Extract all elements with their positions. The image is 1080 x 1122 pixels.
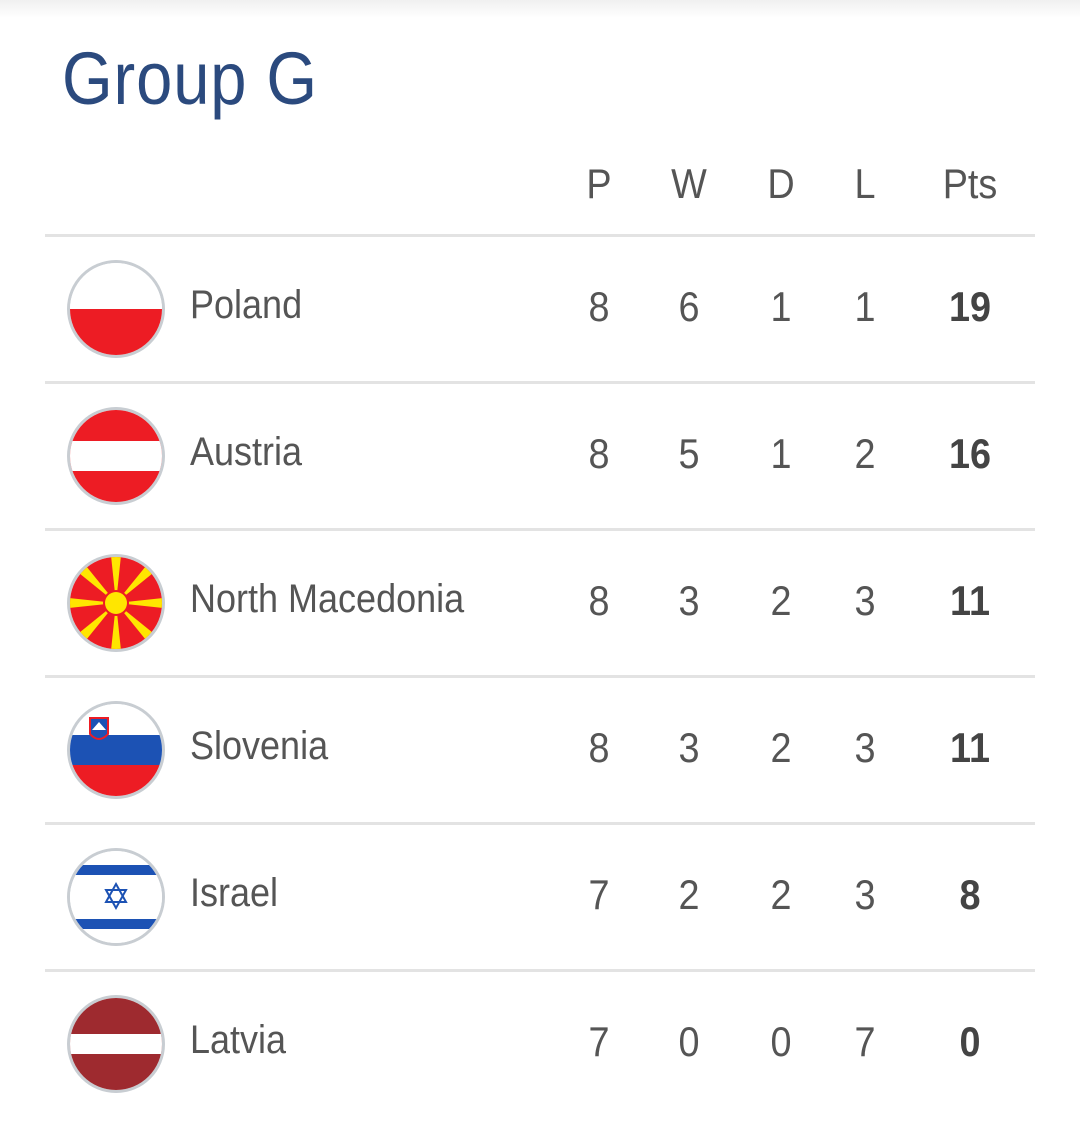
group-title: Group G	[62, 37, 318, 120]
cell-p: 7	[588, 871, 610, 918]
cell-pts: 16	[948, 430, 992, 477]
cell-w: 0	[678, 1018, 700, 1065]
cell-d: 1	[770, 283, 792, 330]
column-header-p: P	[586, 160, 612, 207]
cell-l: 1	[854, 283, 876, 330]
column-header-pts: Pts	[942, 160, 998, 207]
cell-d: 2	[770, 577, 792, 624]
cell-pts: 8	[959, 871, 981, 918]
team-name: Slovenia	[190, 724, 329, 768]
table-row[interactable]: Israel 7 2 2 3 8	[45, 822, 1035, 972]
team-name: Israel	[190, 871, 279, 915]
israel-flag-icon	[70, 851, 162, 943]
team-name: Poland	[190, 283, 303, 327]
table-row[interactable]: North Macedonia 8 3 2 3 11	[45, 528, 1035, 678]
column-header-l: L	[854, 160, 876, 207]
cell-w: 6	[678, 283, 700, 330]
cell-w: 5	[678, 430, 700, 477]
table-row[interactable]: Slovenia 8 3 2 3 11	[45, 675, 1035, 825]
cell-l: 7	[854, 1018, 876, 1065]
team-name: North Macedonia	[190, 577, 465, 621]
cell-pts: 19	[948, 283, 992, 330]
cell-w: 3	[678, 724, 700, 771]
cell-pts: 11	[950, 577, 990, 624]
cell-p: 8	[588, 724, 610, 771]
column-header-w: W	[671, 160, 707, 207]
north-macedonia-flag-icon	[70, 557, 162, 649]
poland-flag-icon	[70, 263, 162, 355]
table-row[interactable]: Austria 8 5 1 2 16	[45, 381, 1035, 531]
table-row[interactable]: Latvia 7 0 0 7 0	[45, 969, 1035, 1119]
latvia-flag-icon	[70, 998, 162, 1090]
cell-p: 8	[588, 577, 610, 624]
cell-d: 2	[770, 724, 792, 771]
cell-d: 2	[770, 871, 792, 918]
cell-pts: 0	[959, 1018, 981, 1065]
austria-flag-icon	[70, 410, 162, 502]
column-header-d: D	[767, 160, 795, 207]
cell-d: 1	[770, 430, 792, 477]
table-row[interactable]: Poland 8 6 1 1 19	[45, 234, 1035, 384]
cell-l: 3	[854, 871, 876, 918]
team-name: Austria	[190, 430, 303, 474]
cell-w: 3	[678, 577, 700, 624]
slovenia-flag-icon	[70, 704, 162, 796]
cell-l: 3	[854, 577, 876, 624]
cell-l: 3	[854, 724, 876, 771]
cell-p: 7	[588, 1018, 610, 1065]
cell-l: 2	[854, 430, 876, 477]
cell-p: 8	[588, 283, 610, 330]
cell-w: 2	[678, 871, 700, 918]
team-name: Latvia	[190, 1018, 287, 1062]
cell-d: 0	[770, 1018, 792, 1065]
cell-pts: 11	[950, 724, 990, 771]
cell-p: 8	[588, 430, 610, 477]
top-shadow	[0, 0, 1080, 18]
